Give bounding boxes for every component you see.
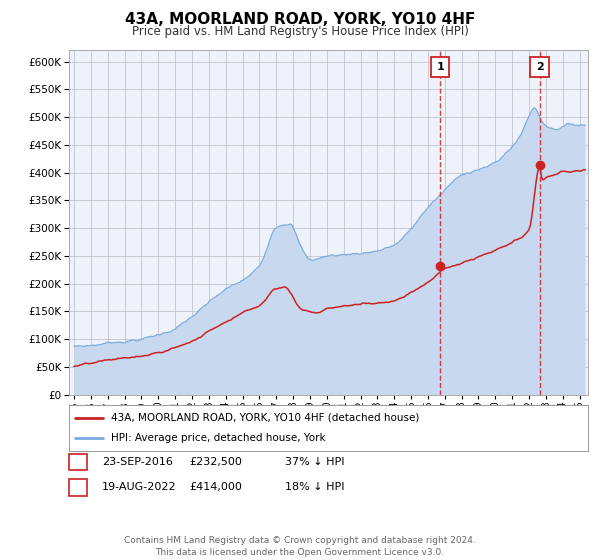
Text: Price paid vs. HM Land Registry's House Price Index (HPI): Price paid vs. HM Land Registry's House … — [131, 25, 469, 38]
FancyBboxPatch shape — [431, 57, 449, 77]
Text: 23-SEP-2016: 23-SEP-2016 — [102, 457, 173, 467]
Text: £232,500: £232,500 — [189, 457, 242, 467]
Text: 1: 1 — [436, 62, 444, 72]
Text: Contains HM Land Registry data © Crown copyright and database right 2024.
This d: Contains HM Land Registry data © Crown c… — [124, 536, 476, 557]
Text: 19-AUG-2022: 19-AUG-2022 — [102, 482, 176, 492]
Text: 43A, MOORLAND ROAD, YORK, YO10 4HF: 43A, MOORLAND ROAD, YORK, YO10 4HF — [125, 12, 475, 27]
Text: 2: 2 — [74, 482, 82, 492]
Text: 37% ↓ HPI: 37% ↓ HPI — [285, 457, 344, 467]
Text: 43A, MOORLAND ROAD, YORK, YO10 4HF (detached house): 43A, MOORLAND ROAD, YORK, YO10 4HF (deta… — [110, 413, 419, 423]
FancyBboxPatch shape — [530, 57, 549, 77]
Text: 18% ↓ HPI: 18% ↓ HPI — [285, 482, 344, 492]
Text: £414,000: £414,000 — [189, 482, 242, 492]
Text: HPI: Average price, detached house, York: HPI: Average price, detached house, York — [110, 433, 325, 443]
Text: 1: 1 — [74, 457, 82, 467]
Text: 2: 2 — [536, 62, 544, 72]
